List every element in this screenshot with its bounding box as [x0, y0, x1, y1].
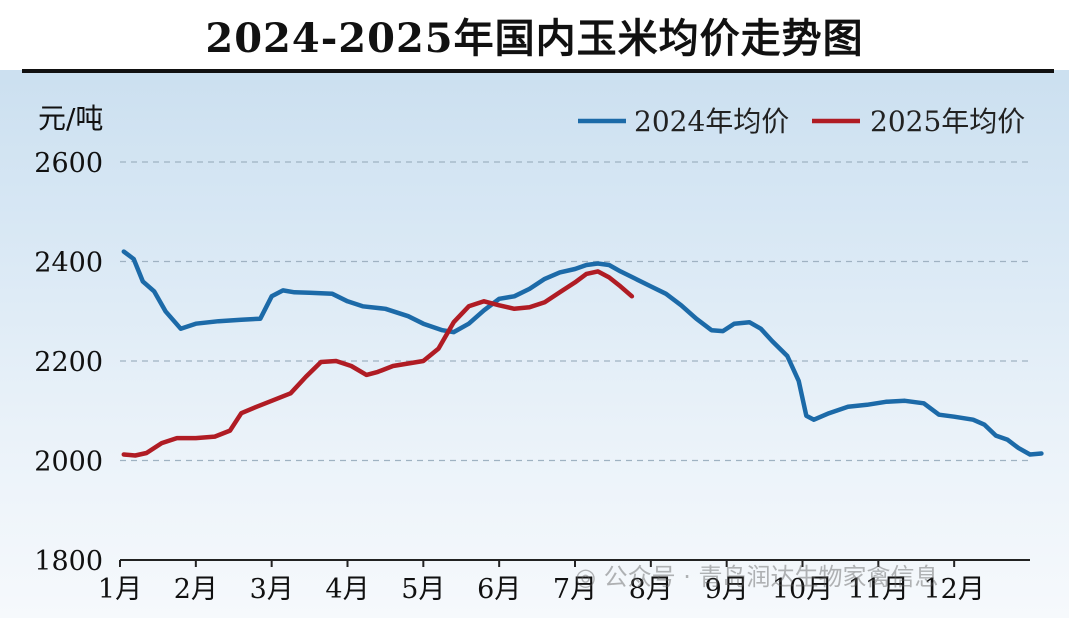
- y-tick-labels: 1800 2000 2200 2400 2600: [34, 148, 103, 577]
- series-lines: [121, 249, 1044, 458]
- y-tick-label: 2400: [34, 248, 103, 279]
- legend-label-1: 2024年均价: [634, 105, 789, 138]
- x-tick-label: 12月: [923, 574, 984, 605]
- x-tick-label: 8月: [629, 574, 673, 605]
- x-tick-label: 10月: [772, 574, 833, 605]
- y-tick-label: 2600: [34, 148, 103, 179]
- x-tick-label: 1月: [98, 574, 142, 605]
- x-tick-label: 7月: [553, 574, 597, 605]
- legend: 2024年均价 2025年均价: [578, 105, 1025, 138]
- y-axis-label: 元/吨: [38, 102, 103, 135]
- legend-label-2: 2025年均价: [870, 105, 1025, 138]
- y-tick-label: 2000: [34, 447, 103, 478]
- title-band: [0, 0, 1069, 70]
- x-tick-label: 9月: [705, 574, 749, 605]
- x-tick-label: 2月: [174, 574, 218, 605]
- x-tick-label: 11月: [848, 574, 909, 605]
- x-tick-label: 6月: [477, 574, 521, 605]
- title-divider: [22, 69, 1054, 73]
- series-line-1: [121, 249, 1044, 457]
- x-tick-label: 4月: [325, 574, 369, 605]
- y-tick-label: 1800: [34, 546, 103, 577]
- x-tick-label: 5月: [401, 574, 445, 605]
- x-tick-labels: 1月 2月 3月 4月 5月 6月 7月 8月 9月 10月 11月 12月: [98, 574, 985, 605]
- y-tick-label: 2200: [34, 347, 103, 378]
- wechat-icon: ◎: [575, 563, 596, 591]
- grid-lines: [120, 161, 1030, 462]
- chart-title: 2024-2025年国内玉米均价走势图: [205, 15, 864, 62]
- watermark: ◎ 公众号 · 青岛润达生物家禽信息: [575, 563, 939, 591]
- series-line-2: [121, 269, 635, 458]
- axes: [119, 559, 1030, 567]
- x-tick-label: 3月: [250, 574, 294, 605]
